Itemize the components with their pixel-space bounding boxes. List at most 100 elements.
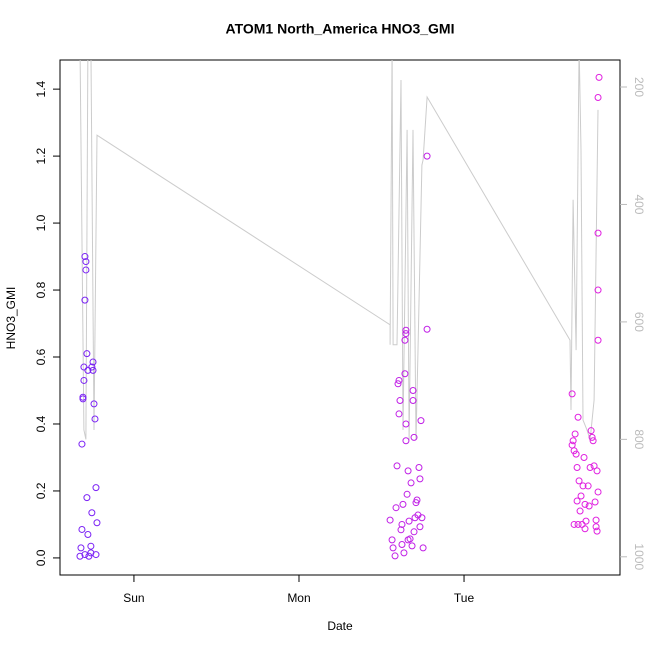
point <box>90 400 98 408</box>
y-tick-label: 0.6 <box>34 348 48 365</box>
point <box>92 551 100 559</box>
point <box>410 528 418 536</box>
point <box>586 464 594 472</box>
point <box>574 413 582 421</box>
point <box>402 326 410 334</box>
point <box>423 152 431 160</box>
point <box>402 420 410 428</box>
point <box>397 526 405 534</box>
point <box>581 500 589 508</box>
point <box>404 467 412 475</box>
point <box>568 441 576 449</box>
point <box>395 410 403 418</box>
point <box>409 397 417 405</box>
point <box>85 552 93 560</box>
point <box>571 430 579 438</box>
point <box>418 514 426 522</box>
x-tick-label: Sun <box>123 591 144 605</box>
point <box>590 462 598 470</box>
point <box>584 482 592 490</box>
y2-tick-label: 1000 <box>632 543 646 570</box>
point <box>592 516 600 524</box>
point <box>587 427 595 435</box>
point <box>410 433 418 441</box>
point <box>407 479 415 487</box>
point <box>78 525 86 533</box>
point <box>402 437 410 445</box>
y2-tick-label: 200 <box>632 77 646 97</box>
point <box>408 542 416 550</box>
point <box>594 286 602 294</box>
point <box>591 498 599 506</box>
point <box>409 386 417 394</box>
point <box>400 549 408 557</box>
point <box>594 229 602 237</box>
point <box>83 494 91 502</box>
point <box>393 462 401 470</box>
y-axis-label: HNO3_GMI <box>4 287 18 350</box>
point <box>388 536 396 544</box>
chart-title: ATOM1 North_America HNO3_GMI <box>226 21 455 37</box>
point <box>581 525 589 533</box>
point <box>80 376 88 384</box>
y2-tick-label: 400 <box>632 194 646 214</box>
y-tick-label: 0.8 <box>34 281 48 298</box>
point <box>88 363 96 371</box>
point <box>423 325 431 333</box>
point <box>577 492 585 500</box>
point <box>389 544 397 552</box>
x-axis-label: Date <box>327 619 353 633</box>
point <box>593 467 601 475</box>
point <box>92 484 100 492</box>
point <box>84 530 92 538</box>
point <box>592 523 600 531</box>
y-tick-label: 1.2 <box>34 147 48 164</box>
point <box>402 330 410 338</box>
y-tick-label: 0.4 <box>34 415 48 432</box>
point <box>593 527 601 535</box>
point <box>392 504 400 512</box>
point <box>76 552 84 560</box>
pressure-line <box>79 60 599 441</box>
point <box>572 450 580 458</box>
point <box>573 497 581 505</box>
point <box>89 366 97 374</box>
plot-frame <box>59 59 621 576</box>
point <box>589 437 597 445</box>
point <box>415 464 423 472</box>
point <box>82 266 90 274</box>
point <box>417 417 425 425</box>
point <box>568 390 576 398</box>
point <box>404 536 412 544</box>
x-tick-label: Tue <box>454 591 475 605</box>
x-tick-label: Mon <box>287 591 310 605</box>
point <box>401 370 409 378</box>
point <box>595 73 603 81</box>
point <box>594 488 602 496</box>
point <box>419 544 427 552</box>
y2-tick-label: 600 <box>632 312 646 332</box>
point <box>585 502 593 510</box>
point <box>575 477 583 485</box>
point <box>398 541 406 549</box>
y-tick-label: 1.4 <box>34 80 48 97</box>
point <box>395 376 403 384</box>
point <box>405 517 413 525</box>
y-tick-label: 1.0 <box>34 214 48 231</box>
point <box>579 482 587 490</box>
point <box>79 393 87 401</box>
point <box>391 552 399 560</box>
point <box>83 350 91 358</box>
point <box>93 519 101 527</box>
point <box>582 517 590 525</box>
point <box>87 542 95 550</box>
point <box>89 358 97 366</box>
point <box>413 496 421 504</box>
point <box>81 253 89 261</box>
point <box>403 490 411 498</box>
point <box>569 437 577 445</box>
point <box>576 507 584 515</box>
point <box>580 453 588 461</box>
point <box>82 258 90 266</box>
